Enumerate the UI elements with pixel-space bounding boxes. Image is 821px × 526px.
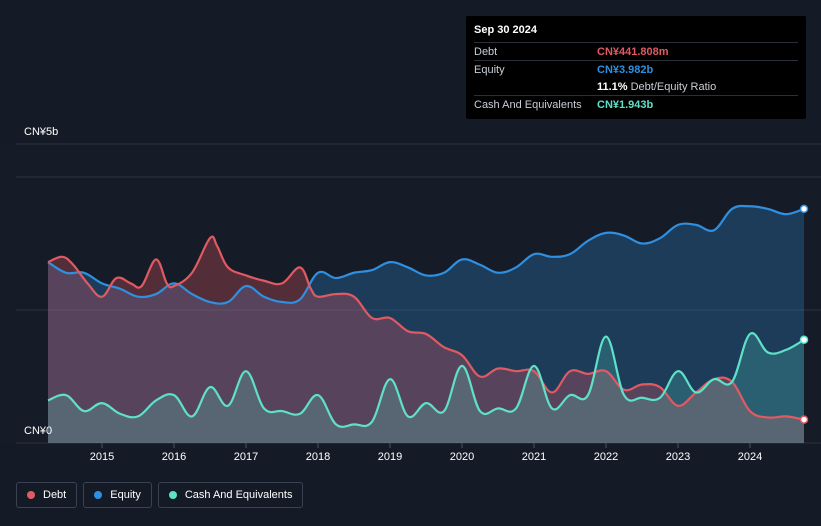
tooltip-equity-value: CN¥3.982b: [597, 63, 654, 76]
tooltip-row-debt: Debt CN¥441.808m: [474, 42, 798, 60]
legend-label-equity: Equity: [110, 489, 141, 501]
x-tick-label-2015: 2015: [90, 451, 114, 463]
legend-label-debt: Debt: [43, 489, 67, 501]
area-equity: [48, 205, 804, 443]
x-tick-label-2024: 2024: [738, 451, 762, 463]
x-tick-label-2016: 2016: [162, 451, 186, 463]
legend-item-debt[interactable]: Debt: [16, 482, 78, 508]
tooltip-ratio-value: 11.1%: [597, 80, 628, 93]
chart-areas: [48, 205, 804, 443]
end-markers: [799, 204, 809, 424]
tooltip-cash-label: Cash And Equivalents: [474, 98, 582, 111]
chart-legend: Debt Equity Cash And Equivalents: [16, 482, 304, 508]
x-axis-ticks: 2015 2016 2017 2018 2019 2020 2021 2022 2023 2024: [90, 443, 762, 463]
legend-label-cash: Cash And Equivalents: [184, 489, 293, 501]
y-axis-bottom-label: CN¥0: [24, 425, 53, 437]
chart-lines: [47, 204, 805, 428]
tooltip-equity-label: Equity: [474, 63, 505, 76]
legend-item-cash[interactable]: Cash And Equivalents: [157, 482, 304, 508]
x-tick-label-2021: 2021: [522, 451, 546, 463]
tooltip-ratio-label: Debt/Equity Ratio: [630, 80, 717, 93]
end-marker-debt: [799, 415, 809, 424]
tooltip-row-ratio: 11.1% Debt/Equity Ratio: [474, 78, 798, 95]
line-cash-and-equivalents: [47, 332, 805, 428]
tooltip-row-cash: Cash And Equivalents CN¥1.943b: [474, 95, 798, 113]
tooltip-debt-value: CN¥441.808m: [597, 45, 669, 58]
legend-dot-equity-icon: [94, 491, 103, 499]
x-tick-label-2017: 2017: [234, 451, 258, 463]
tooltip-date: Sep 30 2024: [474, 24, 537, 36]
chart-grid: [0, 143, 821, 444]
area-cash-and-equivalents: [48, 333, 804, 443]
legend-dot-debt-icon: [27, 491, 35, 499]
x-tick-label-2020: 2020: [450, 451, 474, 463]
line-equity: [47, 204, 805, 305]
end-marker-equity: [799, 204, 809, 214]
legend-dot-cash-icon: [168, 491, 177, 499]
end-marker-cash-and-equivalents: [799, 335, 809, 345]
tooltip-panel: Sep 30 2024 Debt CN¥441.808m Equity CN¥3…: [466, 16, 806, 119]
tooltip-debt-label: Debt: [474, 45, 498, 58]
tooltip-row-equity: Equity CN¥3.982b: [474, 60, 798, 78]
x-tick-label-2018: 2018: [306, 451, 330, 463]
x-tick-label-2019: 2019: [378, 451, 402, 463]
line-debt: [47, 235, 805, 421]
x-tick-label-2022: 2022: [594, 451, 618, 463]
plot-background: [0, 144, 821, 443]
legend-item-equity[interactable]: Equity: [83, 482, 152, 508]
y-axis-top-label: CN¥5b: [24, 126, 59, 138]
x-tick-label-2023: 2023: [666, 451, 690, 463]
area-debt: [48, 236, 804, 443]
tooltip-cash-value: CN¥1.943b: [597, 98, 654, 111]
